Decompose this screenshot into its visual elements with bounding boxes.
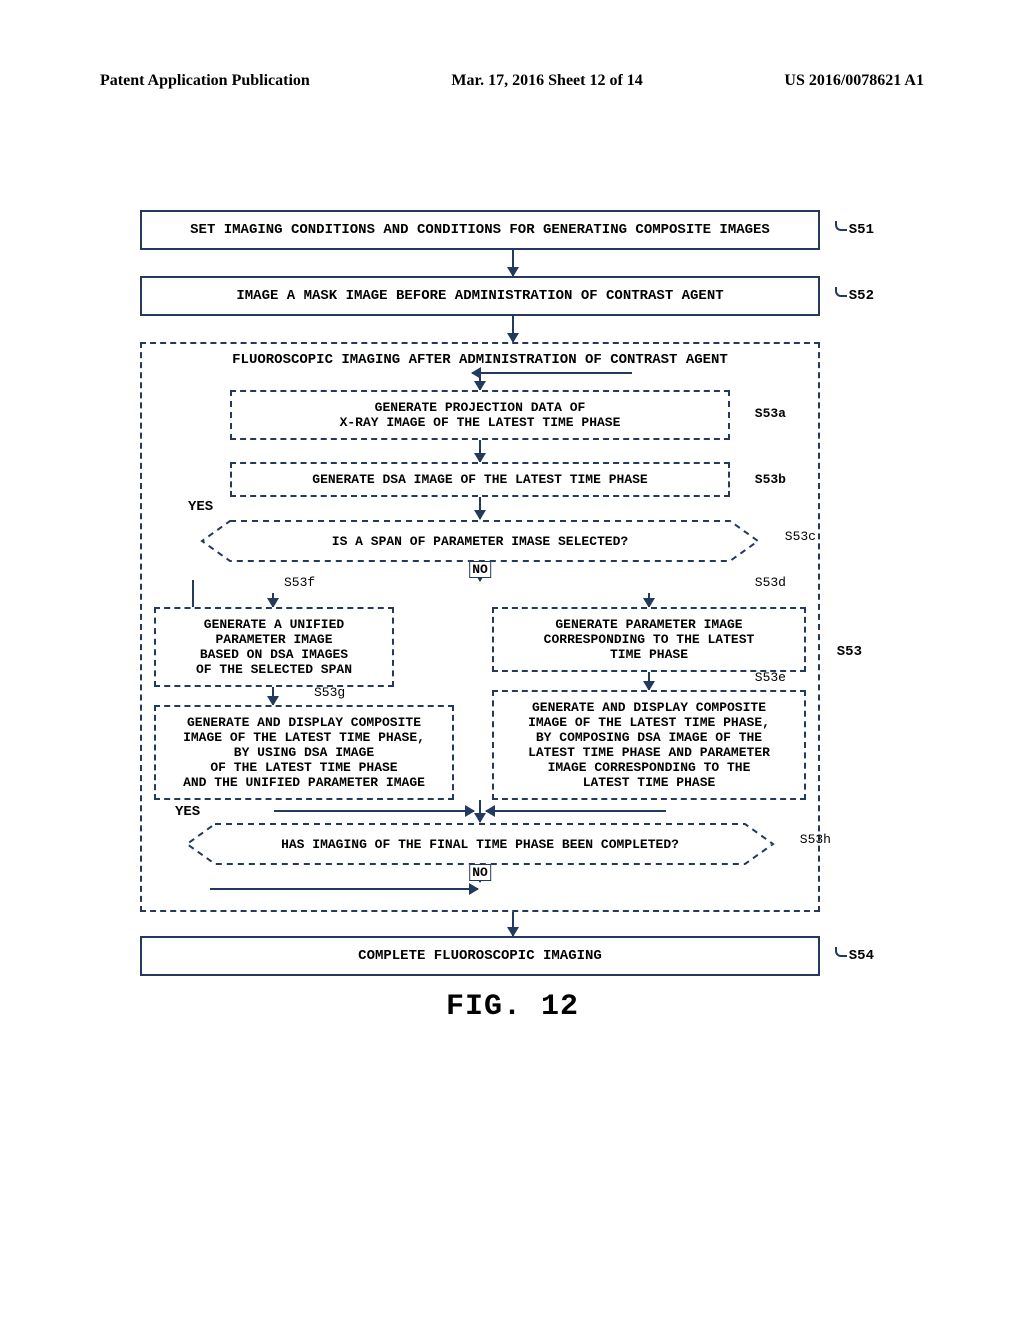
s53c-ref: S53c bbox=[785, 529, 816, 544]
s53-title: FLUOROSCOPIC IMAGING AFTER ADMINISTRATIO… bbox=[154, 352, 806, 368]
s53f-ref: S53f bbox=[284, 575, 315, 590]
s53b-ref: S53b bbox=[755, 472, 786, 487]
step-s53e: GENERATE AND DISPLAY COMPOSITE IMAGE OF … bbox=[492, 690, 806, 800]
s53d-l3: TIME PHASE bbox=[500, 647, 798, 662]
arrow bbox=[648, 672, 650, 690]
exit-arrow bbox=[210, 888, 478, 890]
step-s52: IMAGE A MASK IMAGE BEFORE ADMINISTRATION… bbox=[140, 276, 820, 316]
s53f-l2: PARAMETER IMAGE bbox=[162, 632, 386, 647]
header-left: Patent Application Publication bbox=[100, 72, 310, 90]
step-s52-text: IMAGE A MASK IMAGE BEFORE ADMINISTRATION… bbox=[236, 288, 723, 304]
merge-left bbox=[274, 810, 474, 812]
arrow bbox=[512, 912, 514, 936]
step-s54: COMPLETE FLUOROSCOPIC IMAGING S54 bbox=[140, 936, 820, 976]
step-s53b: GENERATE DSA IMAGE OF THE LATEST TIME PH… bbox=[230, 462, 730, 497]
s53d-l1: GENERATE PARAMETER IMAGE bbox=[500, 617, 798, 632]
flowchart: SET IMAGING CONDITIONS AND CONDITIONS FO… bbox=[140, 210, 885, 1024]
arrow bbox=[272, 593, 274, 607]
s53e-l3: BY COMPOSING DSA IMAGE OF THE bbox=[500, 730, 798, 745]
arrow bbox=[479, 440, 481, 462]
step-s51-text: SET IMAGING CONDITIONS AND CONDITIONS FO… bbox=[190, 222, 770, 238]
s53h-ref: S53h bbox=[800, 832, 831, 847]
s53h-text: HAS IMAGING OF THE FINAL TIME PHASE BEEN… bbox=[185, 822, 775, 866]
s53b-text: GENERATE DSA IMAGE OF THE LATEST TIME PH… bbox=[312, 472, 647, 487]
s53a-l2: X-RAY IMAGE OF THE LATEST TIME PHASE bbox=[238, 415, 722, 430]
arrow bbox=[479, 497, 481, 519]
header-center: Mar. 17, 2016 Sheet 12 of 14 bbox=[451, 72, 642, 90]
s53g-l2: IMAGE OF THE LATEST TIME PHASE, bbox=[162, 730, 446, 745]
feedback-arrow-top bbox=[472, 372, 632, 374]
arrow bbox=[479, 800, 481, 822]
figure-caption: FIG. 12 bbox=[140, 990, 885, 1024]
s53c-no: NO bbox=[469, 561, 491, 578]
s53e-l6: LATEST TIME PHASE bbox=[500, 775, 798, 790]
s53-container: FLUOROSCOPIC IMAGING AFTER ADMINISTRATIO… bbox=[140, 342, 820, 912]
branch-columns: S53f GENERATE A UNIFIED PARAMETER IMAGE … bbox=[154, 593, 806, 800]
merge-right bbox=[486, 810, 666, 812]
s53a-ref: S53a bbox=[755, 406, 786, 421]
step-s53f: GENERATE A UNIFIED PARAMETER IMAGE BASED… bbox=[154, 607, 394, 687]
decision-s53h: HAS IMAGING OF THE FINAL TIME PHASE BEEN… bbox=[185, 822, 775, 866]
s53e-l4: LATEST TIME PHASE AND PARAMETER bbox=[500, 745, 798, 760]
s53g-l3: BY USING DSA IMAGE bbox=[162, 745, 446, 760]
s53e-l5: IMAGE CORRESPONDING TO THE bbox=[500, 760, 798, 775]
arrow bbox=[512, 316, 514, 342]
s53c-text: IS A SPAN OF PARAMETER IMASE SELECTED? bbox=[200, 519, 760, 563]
s53h-yes: YES bbox=[175, 804, 200, 820]
step-s54-text: COMPLETE FLUOROSCOPIC IMAGING bbox=[358, 948, 602, 964]
step-s51-ref: S51 bbox=[849, 222, 874, 238]
s53c-yes: YES bbox=[188, 499, 213, 515]
step-s53g: GENERATE AND DISPLAY COMPOSITE IMAGE OF … bbox=[154, 705, 454, 800]
s53d-l2: CORRESPONDING TO THE LATEST bbox=[500, 632, 798, 647]
s53g-l4: OF THE LATEST TIME PHASE bbox=[162, 760, 446, 775]
s53e-l1: GENERATE AND DISPLAY COMPOSITE bbox=[500, 700, 798, 715]
header-right: US 2016/0078621 A1 bbox=[784, 72, 924, 90]
col-left: S53f GENERATE A UNIFIED PARAMETER IMAGE … bbox=[154, 593, 468, 800]
s53e-l2: IMAGE OF THE LATEST TIME PHASE, bbox=[500, 715, 798, 730]
step-s51: SET IMAGING CONDITIONS AND CONDITIONS FO… bbox=[140, 210, 820, 250]
arrow bbox=[648, 593, 650, 607]
s53a-l1: GENERATE PROJECTION DATA OF bbox=[238, 400, 722, 415]
s53g-l1: GENERATE AND DISPLAY COMPOSITE bbox=[162, 715, 446, 730]
arrow bbox=[272, 687, 274, 705]
s53f-l1: GENERATE A UNIFIED bbox=[162, 617, 386, 632]
step-s53a: GENERATE PROJECTION DATA OF X-RAY IMAGE … bbox=[230, 390, 730, 440]
s53g-ref: S53g bbox=[314, 685, 345, 700]
s53g-l5: AND THE UNIFIED PARAMETER IMAGE bbox=[162, 775, 446, 790]
s53e-ref: S53e bbox=[755, 670, 786, 685]
s53h-no: NO bbox=[469, 864, 491, 881]
s53f-l4: OF THE SELECTED SPAN bbox=[162, 662, 386, 677]
arrow bbox=[512, 250, 514, 276]
col-right: S53d GENERATE PARAMETER IMAGE CORRESPOND… bbox=[492, 593, 806, 800]
decision-s53c: IS A SPAN OF PARAMETER IMASE SELECTED? Y… bbox=[200, 519, 760, 563]
step-s54-ref: S54 bbox=[849, 948, 874, 964]
s53d-ref: S53d bbox=[755, 575, 786, 590]
s53f-l3: BASED ON DSA IMAGES bbox=[162, 647, 386, 662]
s53-ref: S53 bbox=[837, 644, 862, 660]
arrow bbox=[479, 374, 481, 390]
step-s52-ref: S52 bbox=[849, 288, 874, 304]
step-s53d: GENERATE PARAMETER IMAGE CORRESPONDING T… bbox=[492, 607, 806, 672]
